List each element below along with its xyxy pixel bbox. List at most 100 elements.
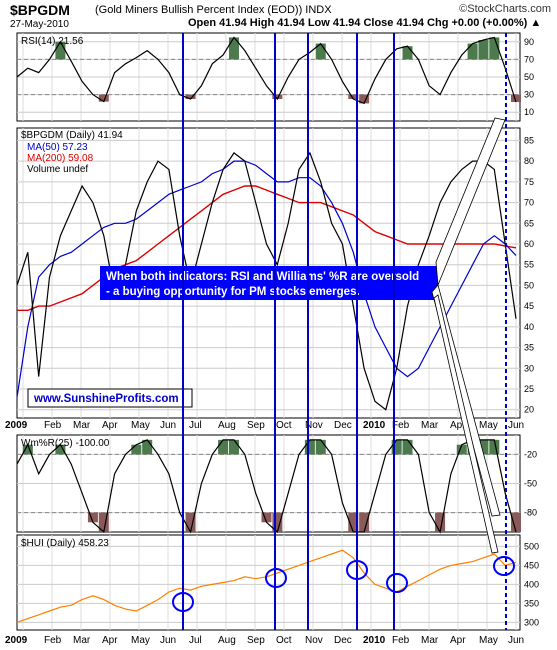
x-tick-label-top: 2010: [363, 420, 386, 431]
rsi-overbought-fill: [228, 37, 239, 60]
wm-overbought-fill: [315, 439, 326, 455]
wm-overbought-fill: [489, 439, 500, 455]
rsi-overbought-fill: [55, 41, 66, 60]
x-tick-label-top: Jun: [508, 420, 524, 431]
wm-oversold-fill: [348, 512, 359, 532]
pointer-wedge-rsi: [435, 117, 506, 286]
signal-circle: [172, 592, 194, 612]
bpgdm-tick-label: 85: [524, 135, 534, 145]
x-tick-label-top: Apr: [450, 420, 466, 431]
wm-oversold-fill: [185, 512, 196, 532]
chart-date: 27-May-2010: [10, 19, 69, 30]
bpgdm-tick-label: 70: [524, 198, 534, 208]
bpgdm-tick-label: 25: [524, 384, 534, 394]
signal-circle: [386, 573, 408, 593]
x-tick-label-bottom: Nov: [305, 635, 323, 646]
annotation-text-line2: - a buying opportunity for PM stocks eme…: [106, 286, 360, 298]
wm-tick-label: -50: [524, 479, 537, 489]
wm-oversold-fill: [435, 512, 446, 532]
rsi-oversold-fill: [359, 94, 370, 104]
rsi-oversold-fill: [98, 94, 109, 102]
rsi-oversold-fill: [348, 94, 359, 99]
x-tick-label-bottom: Apr: [102, 635, 118, 646]
wm-title: Wm%R(25) -100.00: [21, 438, 110, 449]
x-tick-label-top: Mar: [73, 420, 91, 431]
hui-tick-label: 450: [524, 560, 539, 570]
wm-oversold-fill: [98, 512, 109, 532]
bpgdm-tick-label: 40: [524, 322, 534, 332]
x-tick-label-top: Feb: [44, 420, 62, 431]
rsi-oversold-fill: [511, 94, 521, 103]
bpgdm-tick-label: 45: [524, 301, 534, 311]
rsi-overbought-fill: [467, 43, 478, 60]
hui-tick-label: 300: [524, 617, 539, 627]
bpgdm-legend-main: $BPGDM (Daily) 41.94: [21, 130, 123, 141]
signal-circle: [493, 556, 515, 576]
x-tick-label-top: May: [479, 420, 498, 431]
x-tick-label-bottom: Dec: [334, 635, 352, 646]
stockcharts-brand: ©StockCharts.com: [459, 3, 551, 15]
x-tick-label-bottom: Mar: [73, 635, 91, 646]
bpgdm-tick-label: 65: [524, 218, 534, 228]
x-tick-label-bottom: Sep: [247, 635, 265, 646]
x-tick-label-top: 2009: [5, 420, 28, 431]
wm-overbought-fill: [478, 439, 489, 455]
wm-oversold-fill: [272, 512, 283, 532]
wm-overbought-fill: [402, 439, 413, 455]
x-tick-label-top: May: [131, 420, 150, 431]
x-tick-label-bottom: Mar: [421, 635, 439, 646]
x-tick-label-bottom: May: [131, 635, 150, 646]
hui-tick-label: 350: [524, 598, 539, 608]
bpgdm-line: [16, 151, 517, 411]
wm-overbought-fill: [22, 444, 33, 455]
pointer-wedge-hui: [433, 294, 499, 554]
legend-volume: Volume undef: [27, 164, 88, 175]
signal-circle: [265, 568, 287, 588]
x-tick-label-top: Nov: [305, 420, 323, 431]
rsi-line: [16, 36, 517, 105]
bpgdm-tick-label: 20: [524, 405, 534, 415]
bpgdm-tick-label: 60: [524, 239, 534, 249]
x-tick-label-bottom: Feb: [392, 635, 410, 646]
bpgdm-tick-label: 35: [524, 343, 534, 353]
bpgdm-tick-label: 75: [524, 177, 534, 187]
wm-tick-label: -20: [524, 449, 537, 459]
x-tick-label-bottom: May: [479, 635, 498, 646]
sunshine-url: www.SunshineProfits.com: [33, 393, 179, 405]
rsi-overbought-fill: [315, 43, 326, 60]
rsi-tick-label: 50: [524, 72, 534, 82]
rsi-overbought-fill: [478, 40, 489, 60]
rsi-overbought-fill: [402, 46, 413, 60]
bpgdm-tick-label: 55: [524, 260, 534, 270]
x-tick-label-bottom: Feb: [44, 635, 62, 646]
ma50-line: [16, 160, 517, 398]
rsi-overbought-fill: [489, 37, 500, 60]
x-tick-label-bottom: Jun: [160, 635, 176, 646]
symbol-title: $BPGDM: [10, 2, 70, 18]
wm-line: [16, 439, 517, 534]
x-tick-label-bottom: Apr: [450, 635, 466, 646]
x-tick-label-top: Aug: [218, 420, 236, 431]
url-box: [27, 388, 193, 408]
rsi-title: RSI(14) 21.56: [21, 36, 84, 47]
wm-overbought-fill: [131, 444, 142, 455]
x-tick-label-bottom: 2010: [363, 635, 386, 646]
x-tick-label-top: Apr: [102, 420, 118, 431]
rsi-tick-label: 70: [524, 54, 534, 64]
x-tick-label-bottom: 2009: [5, 635, 28, 646]
symbol-description: (Gold Miners Bullish Percent Index (EOD)…: [95, 4, 332, 16]
legend-ma50: MA(50) 57.23: [27, 142, 88, 153]
ohlc-readout: Open 41.94 High 41.94 Low 41.94 Close 41…: [188, 17, 542, 29]
bpgdm-tick-label: 30: [524, 363, 534, 373]
x-tick-label-top: Mar: [421, 420, 439, 431]
x-tick-label-top: Jun: [160, 420, 176, 431]
bpgdm-tick-label: 80: [524, 156, 534, 166]
legend-ma200: MA(200) 59.08: [27, 153, 94, 164]
wm-overbought-fill: [55, 444, 66, 455]
annotation-box: [100, 266, 438, 300]
x-tick-label-top: Dec: [334, 420, 352, 431]
wm-overbought-fill: [218, 439, 229, 455]
annotation-text-line1: When both indicators: RSI and Williams' …: [106, 271, 419, 283]
hui-title: $HUI (Daily) 458.23: [21, 538, 109, 549]
rsi-oversold-fill: [185, 94, 196, 99]
